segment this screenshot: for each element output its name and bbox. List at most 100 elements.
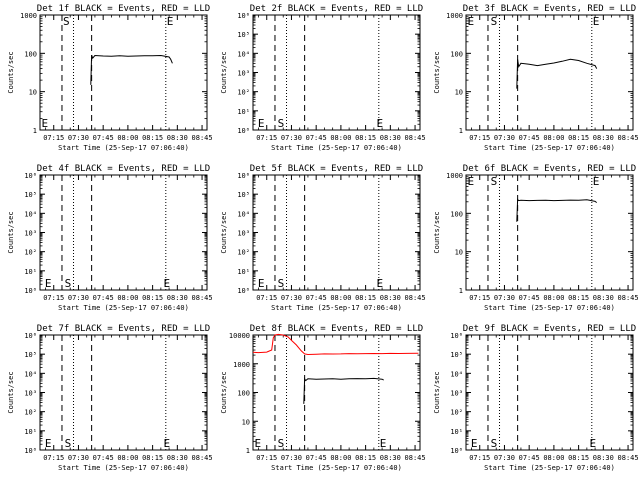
x-tick-label: 08:45 [405,294,426,302]
x-tick-label: 08:00 [330,294,351,302]
marker-label-s: S [491,15,498,28]
marker-label-e: E [377,277,384,290]
chart-title: Det 5f BLACK = Events, RED = LLD [250,164,423,174]
x-tick-label: 08:45 [192,134,213,142]
y-axis-label: Counts/sec [220,51,228,93]
x-tick-label: 07:15 [256,134,277,142]
x-axis-label: Start Time (25-Sep-17 07:06:40) [484,144,615,152]
x-tick-label: 07:30 [68,294,89,302]
y-tick-label: 10² [450,409,463,417]
y-tick-label: 10³ [237,230,250,238]
marker-label-e: E [255,437,262,450]
y-tick-label: 10 [29,89,37,97]
x-tick-label: 07:45 [93,454,114,462]
marker-label-e: E [590,437,597,450]
x-tick-label: 08:00 [330,454,351,462]
x-tick-label: 07:45 [519,294,540,302]
y-tick-label: 1 [459,127,463,135]
y-tick-label: 1000 [446,172,463,180]
x-tick-label: 08:45 [192,294,213,302]
y-tick-label: 10³ [24,230,37,238]
x-tick-label: 07:45 [93,294,114,302]
x-tick-label: 07:15 [256,454,277,462]
x-tick-label: 08:45 [405,454,426,462]
x-tick-label: 08:30 [167,454,188,462]
x-tick-label: 07:15 [256,294,277,302]
y-axis-label: Counts/sec [220,211,228,253]
plot-frame [39,174,208,291]
x-tick-label: 07:15 [43,454,64,462]
x-tick-label: 08:00 [117,294,138,302]
y-tick-label: 10⁰ [24,447,37,455]
y-tick-label: 10 [455,249,463,257]
x-tick-label: 08:15 [568,134,589,142]
chart-panel-6: Det 6f BLACK = Events, RED = LLD Counts/s… [433,164,639,312]
x-tick-label: 07:15 [43,134,64,142]
x-tick-label: 07:30 [281,134,302,142]
y-tick-label: 1000 [20,12,37,20]
y-axis-label: Counts/sec [220,371,228,413]
y-tick-label: 1000 [233,361,250,369]
plot-frame [39,14,208,131]
events-series-line [90,54,173,85]
x-tick-label: 08:15 [355,134,376,142]
x-tick-label: 07:30 [68,454,89,462]
y-tick-label: 10⁵ [237,31,250,39]
plot-frame [39,334,208,451]
plot-frame [252,174,421,291]
chart-title: Det 9f BLACK = Events, RED = LLD [463,324,636,334]
y-tick-label: 1 [33,127,37,135]
chart-title: Det 1f BLACK = Events, RED = LLD [37,4,210,14]
plot-frame [465,334,634,451]
x-tick-label: 07:15 [469,134,490,142]
y-tick-label: 10¹ [24,268,37,276]
marker-label-e: E [593,15,600,28]
chart-title: Det 3f BLACK = Events, RED = LLD [463,4,636,14]
y-tick-label: 100 [24,50,37,58]
x-tick-label: 08:00 [117,454,138,462]
y-tick-label: 10¹ [24,428,37,436]
x-tick-label: 08:30 [593,294,614,302]
marker-label-e: E [164,437,171,450]
chart-title: Det 4f BLACK = Events, RED = LLD [37,164,210,174]
marker-label-s: S [63,15,70,28]
x-tick-label: 07:30 [281,294,302,302]
x-axis-label: Start Time (25-Sep-17 07:06:40) [484,464,615,472]
chart-panel-1: Det 1f BLACK = Events, RED = LLD Counts/s… [7,4,213,152]
x-tick-label: 07:30 [494,294,515,302]
y-tick-label: 10⁰ [237,127,250,135]
y-tick-label: 10⁵ [24,191,37,199]
marker-label-e: E [164,277,171,290]
y-tick-label: 1000 [446,12,463,20]
marker-label-e: E [258,277,265,290]
marker-label-e: E [468,175,475,188]
y-tick-label: 10⁴ [450,370,463,378]
marker-label-s: S [65,277,72,290]
marker-label-e: E [258,117,265,130]
x-axis-label: Start Time (25-Sep-17 07:06:40) [484,304,615,312]
x-axis-label: Start Time (25-Sep-17 07:06:40) [58,144,189,152]
x-tick-label: 08:45 [618,134,639,142]
marker-label-s: S [65,437,72,450]
y-tick-label: 10⁰ [450,447,463,455]
y-tick-label: 100 [237,390,250,398]
x-tick-label: 08:00 [330,134,351,142]
y-tick-label: 10³ [450,390,463,398]
x-tick-label: 08:15 [355,454,376,462]
x-tick-label: 08:45 [618,454,639,462]
y-tick-label: 10² [237,249,250,257]
events-series-line [303,377,384,404]
x-tick-label: 08:15 [142,294,163,302]
chart-title: Det 2f BLACK = Events, RED = LLD [250,4,423,14]
x-tick-label: 07:30 [494,134,515,142]
y-tick-label: 10¹ [237,108,250,116]
x-tick-label: 08:15 [568,294,589,302]
marker-label-e: E [380,437,387,450]
y-tick-label: 10⁴ [237,50,250,58]
marker-label-e: E [42,117,49,130]
y-tick-label: 10⁰ [237,287,250,295]
x-tick-label: 08:45 [192,454,213,462]
x-axis-label: Start Time (25-Sep-17 07:06:40) [58,464,189,472]
chart-title: Det 6f BLACK = Events, RED = LLD [463,164,636,174]
